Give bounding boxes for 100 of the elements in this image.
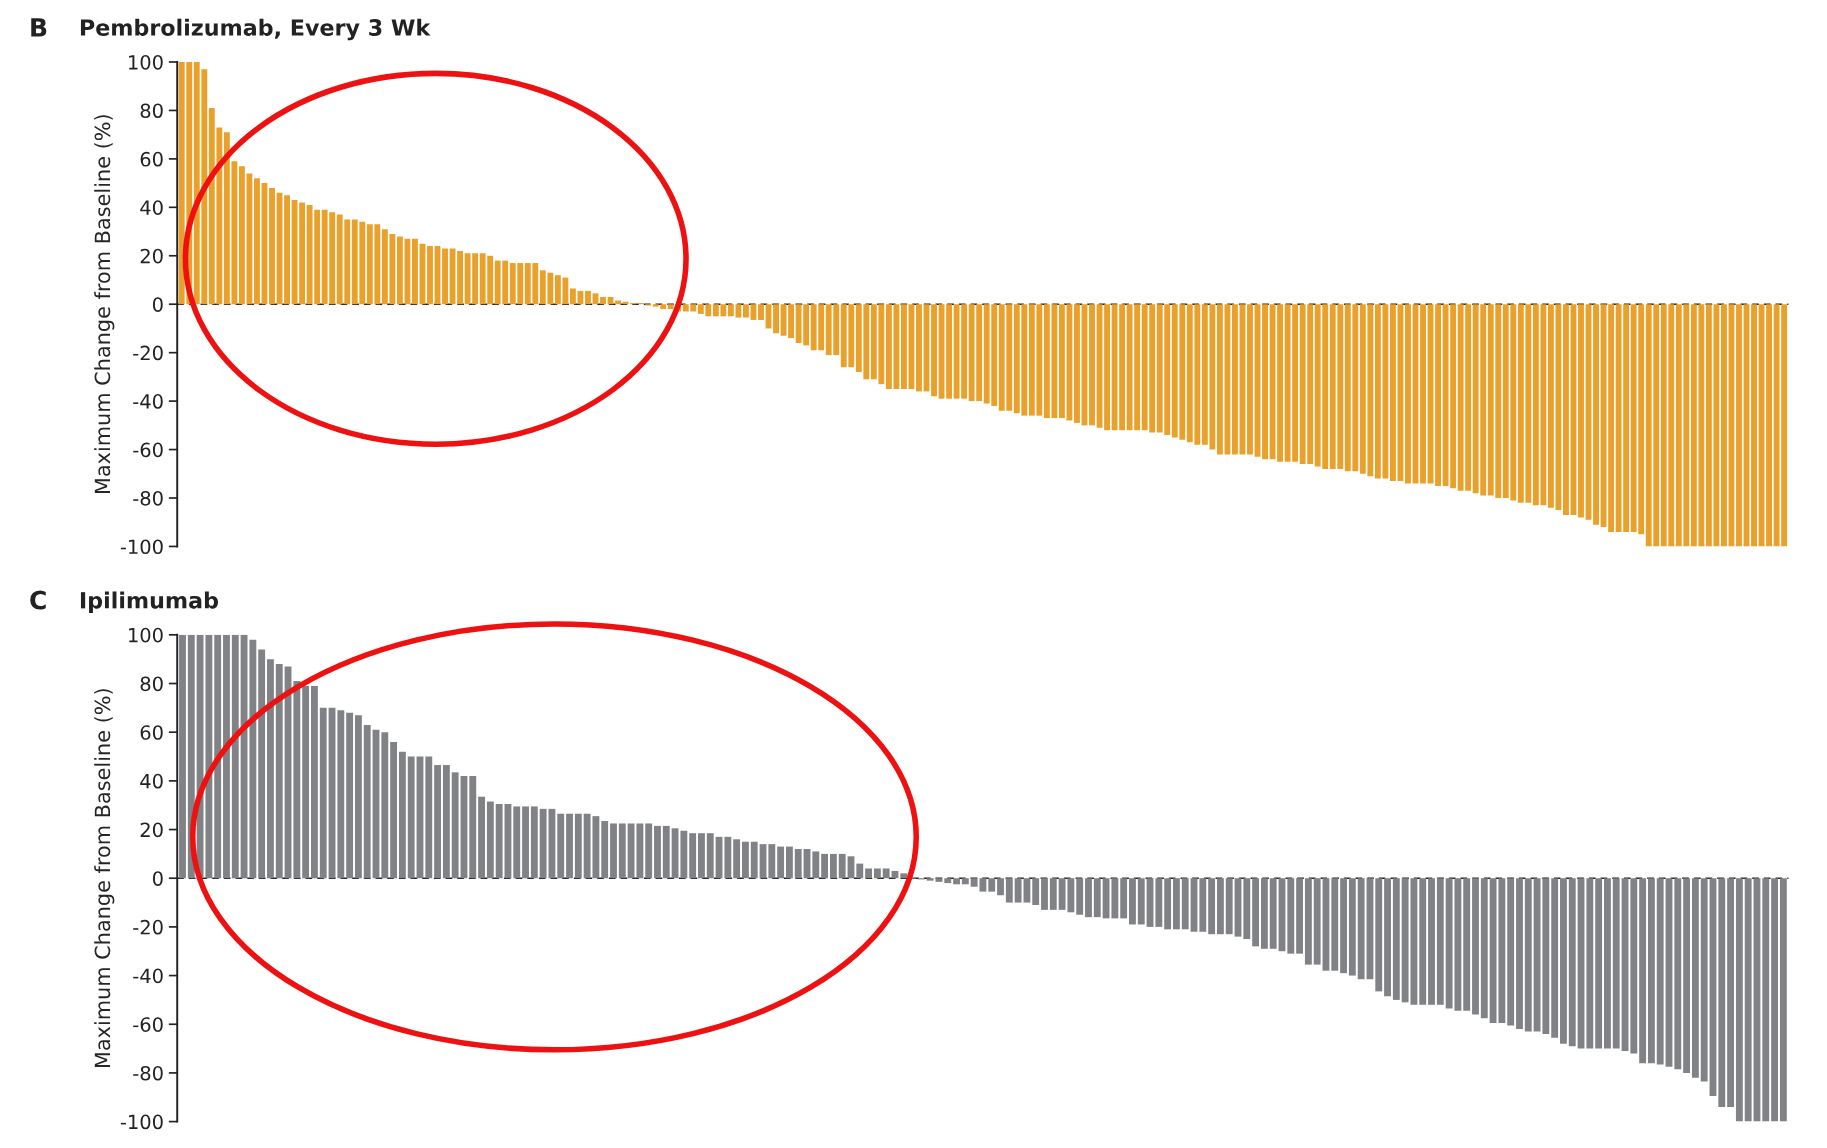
bar	[223, 634, 230, 879]
bar	[1074, 304, 1080, 423]
bar	[302, 685, 310, 879]
bar	[777, 846, 785, 879]
bar	[838, 853, 846, 879]
bar	[1586, 878, 1594, 1049]
bar	[1104, 304, 1110, 431]
bar	[1735, 878, 1743, 1122]
y-tick-label: 100	[129, 627, 163, 643]
bar	[1718, 878, 1726, 1107]
bar	[412, 238, 418, 305]
bar	[901, 304, 907, 389]
bar	[1721, 304, 1727, 547]
bar	[1375, 878, 1383, 992]
bar	[566, 813, 573, 879]
y-tick-label: 80	[140, 103, 163, 119]
bar	[1563, 304, 1569, 515]
bar	[882, 868, 890, 879]
bar	[1428, 878, 1435, 1005]
bar	[873, 868, 881, 879]
bar	[1384, 878, 1391, 997]
y-tick-label: 0	[152, 297, 163, 312]
bar	[346, 712, 354, 879]
bar	[1041, 878, 1048, 910]
bar	[812, 851, 820, 879]
bar	[469, 776, 477, 879]
bar	[407, 756, 415, 879]
bar	[1435, 304, 1441, 486]
bar	[600, 296, 606, 305]
bar	[284, 195, 290, 305]
bar	[231, 634, 239, 879]
bar	[667, 304, 674, 310]
bar	[478, 796, 485, 879]
bar	[425, 756, 433, 879]
bar	[585, 290, 591, 305]
bar	[495, 803, 503, 879]
bar	[1656, 878, 1664, 1065]
bar	[1751, 304, 1757, 547]
bar	[1480, 878, 1488, 1019]
bar	[390, 741, 398, 879]
bar	[1340, 878, 1347, 974]
bar	[1736, 304, 1742, 547]
bar	[1225, 878, 1233, 935]
bar	[1604, 878, 1611, 1049]
bar	[238, 166, 245, 305]
bar	[530, 806, 538, 879]
bar	[601, 821, 609, 879]
bar	[856, 863, 864, 879]
bar	[569, 288, 576, 305]
bar	[1232, 304, 1238, 455]
bar	[1762, 878, 1770, 1122]
y-tick-label: -60	[133, 442, 163, 458]
bar	[1691, 878, 1699, 1078]
bar	[698, 833, 705, 879]
y-tick-label: 20	[140, 822, 163, 838]
bar	[733, 839, 741, 879]
bar	[1595, 878, 1603, 1049]
bar	[1032, 878, 1040, 905]
bar	[1296, 878, 1304, 954]
bar	[258, 649, 266, 879]
chart-title: Pembrolizumab, Every 3 Wk	[80, 18, 431, 41]
bar	[689, 833, 697, 879]
bar	[1700, 878, 1708, 1082]
bar	[1568, 878, 1576, 1047]
bar	[214, 634, 222, 879]
bar	[1744, 878, 1752, 1122]
bar	[1111, 878, 1119, 919]
bar	[662, 825, 670, 879]
bar	[574, 813, 582, 879]
bar	[451, 772, 459, 879]
bar	[1472, 878, 1479, 1015]
bar	[557, 813, 565, 879]
bar	[610, 823, 617, 879]
bar	[363, 724, 371, 879]
bar	[1216, 878, 1224, 935]
bar	[743, 304, 749, 318]
bar	[768, 844, 776, 879]
bar	[750, 841, 758, 879]
bar	[785, 846, 793, 879]
bar	[724, 836, 732, 879]
bar	[427, 246, 433, 305]
bar	[1262, 304, 1268, 460]
bar	[931, 304, 937, 397]
bar	[1630, 878, 1638, 1054]
y-tick-label: 20	[140, 248, 163, 264]
bar	[1463, 878, 1471, 1011]
y-tick-label: 0	[152, 871, 163, 886]
bar	[742, 841, 749, 879]
y-tick-label: -60	[133, 1017, 163, 1032]
y-tick-label: 40	[140, 200, 163, 215]
bar	[1419, 878, 1427, 1005]
bar	[1076, 878, 1084, 915]
bar	[1058, 304, 1065, 419]
bar	[486, 801, 494, 879]
y-tick-label: 40	[140, 773, 163, 789]
bar	[1277, 304, 1284, 462]
bar	[1357, 878, 1365, 980]
bar	[1085, 878, 1092, 918]
y-tick-label: -80	[133, 490, 163, 506]
bar	[457, 250, 464, 305]
